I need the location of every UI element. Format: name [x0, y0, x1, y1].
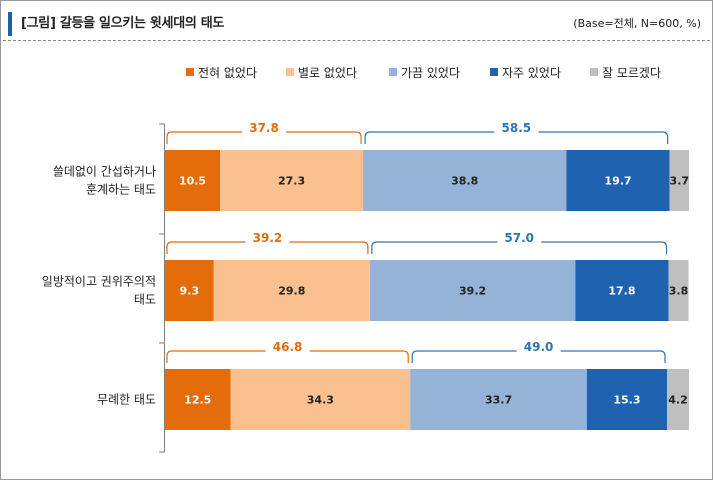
legend-swatch-1: [186, 68, 194, 76]
bar-segment: [575, 260, 669, 321]
bar-value-label: 29.8: [278, 285, 305, 298]
bar-segment: [668, 260, 689, 321]
bar-value-label: 9.3: [180, 285, 200, 298]
bar-value-label: 33.7: [485, 394, 512, 407]
bar-value-label: 4.2: [668, 394, 688, 407]
bar-value-label: 15.3: [613, 394, 640, 407]
bar-segment: [220, 150, 364, 211]
bar-value-label: 10.5: [179, 175, 206, 188]
legend-swatch-4: [490, 68, 498, 76]
bracket-label-bg: [516, 337, 561, 355]
bar-segment: [213, 260, 370, 321]
bracket-total-label: 46.8: [273, 340, 303, 354]
bar-value-label: 19.7: [604, 175, 631, 188]
bracket-label-bg: [242, 118, 287, 136]
bracket-label-bg: [497, 228, 542, 246]
legend-label-3: 가끔 있었다: [401, 66, 460, 80]
bar-value-label: 12.5: [184, 394, 211, 407]
title-accent-bar: [8, 12, 12, 36]
legend-swatch-5: [590, 68, 598, 76]
bracket-total-label: 58.5: [502, 121, 532, 135]
bracket-label-bg: [494, 118, 539, 136]
bracket-total-label: 57.0: [504, 231, 534, 245]
legend: 전혀 없었다 별로 없었다 가끔 있었다 자주 있었다 잘 모르겠다: [186, 66, 661, 80]
bar-value-label: 3.7: [670, 175, 690, 188]
bar-value-label: 27.3: [278, 175, 305, 188]
category-label: 훈계하는 태도: [86, 183, 156, 197]
bar-segment: [566, 150, 670, 211]
bar-value-label: 34.3: [307, 394, 334, 407]
bracket-label-bg: [245, 228, 290, 246]
bar-value-label: 39.2: [459, 285, 486, 298]
bar-value-label: 3.8: [669, 285, 689, 298]
bar-segment: [165, 369, 231, 430]
bracket-group: 37.8 39.2 46.8 58.5 57.0 49.0: [166, 118, 669, 363]
bar-value-label: 38.8: [451, 175, 478, 188]
bar-segment: [165, 260, 214, 321]
bar-segment: [230, 369, 411, 430]
bar-segment: [669, 150, 689, 211]
category-label: 태도: [134, 293, 156, 307]
bar-segment: [410, 369, 587, 430]
legend-label-2: 별로 없었다: [298, 66, 357, 80]
bar-segment: [165, 150, 221, 211]
base-note: (Base=전체, N=600, %): [573, 17, 701, 30]
header-divider: [3, 40, 710, 41]
category-label: 무례한 태도: [97, 393, 156, 407]
legend-label-5: 잘 모르겠다: [602, 66, 661, 80]
legend-swatch-3: [389, 68, 397, 76]
bar-value-label: 17.8: [608, 285, 635, 298]
bracket-total-label: 49.0: [524, 340, 554, 354]
chart-title: [그림] 갈등을 일으키는 윗세대의 태도: [21, 16, 225, 31]
bracket-total-label: 39.2: [253, 231, 283, 245]
bar-segment: [666, 369, 689, 430]
bracket-total-label: 37.8: [249, 121, 279, 135]
legend-label-1: 전혀 없었다: [198, 66, 257, 80]
category-label: 쓸데없이 간섭하거나: [53, 165, 156, 179]
legend-swatch-2: [286, 68, 294, 76]
bar-segment: [586, 369, 667, 430]
bar-group: 10.5 27.3 38.8 19.7 3.7 9.3 29.8 39.2 17.8 3.8 12.…: [165, 150, 689, 430]
category-label: 일방적이고 권위주의적: [42, 275, 156, 289]
legend-label-4: 자주 있었다: [502, 66, 561, 80]
bar-segment: [369, 260, 576, 321]
bar-segment: [363, 150, 567, 211]
bracket-label-bg: [265, 337, 310, 355]
